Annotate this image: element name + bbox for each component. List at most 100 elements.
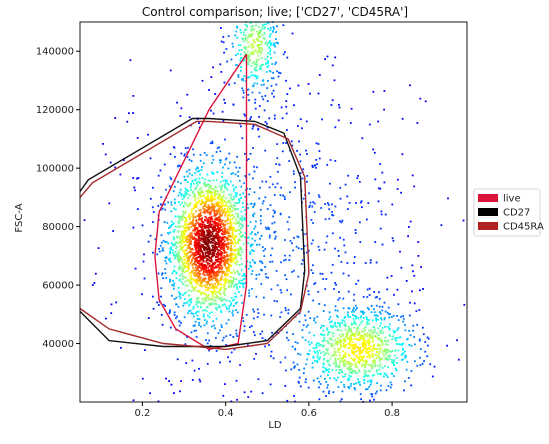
scatter-point <box>195 329 197 332</box>
scatter-point <box>189 256 191 258</box>
scatter-point <box>193 255 196 257</box>
scatter-point <box>318 344 321 347</box>
scatter-point <box>190 331 193 334</box>
scatter-point <box>152 251 154 254</box>
scatter-point <box>214 277 216 279</box>
scatter-point <box>182 304 185 307</box>
scatter-point <box>276 143 279 145</box>
scatter-point <box>215 274 217 277</box>
scatter-point <box>213 252 216 255</box>
scatter-point <box>286 220 289 223</box>
scatter-point <box>245 48 247 51</box>
scatter-point <box>180 266 183 269</box>
scatter-point <box>241 77 244 80</box>
scatter-point <box>244 37 247 40</box>
scatter-point <box>160 287 163 290</box>
scatter-point <box>273 221 276 224</box>
scatter-point <box>215 237 218 240</box>
scatter-point <box>202 259 205 262</box>
scatter-point <box>251 46 254 49</box>
scatter-point <box>237 252 239 255</box>
scatter-point <box>195 269 198 272</box>
scatter-point <box>373 291 375 293</box>
scatter-point <box>254 49 257 52</box>
scatter-point <box>215 230 217 232</box>
scatter-point <box>185 239 188 241</box>
scatter-point <box>297 125 299 127</box>
scatter-point <box>208 349 210 352</box>
scatter-point <box>343 337 345 340</box>
scatter-point <box>335 379 338 382</box>
scatter-point <box>266 126 269 129</box>
scatter-point <box>197 192 200 195</box>
scatter-point <box>219 306 221 308</box>
scatter-point <box>215 279 217 281</box>
scatter-point <box>384 310 387 313</box>
scatter-point <box>357 317 360 320</box>
scatter-point <box>367 353 369 355</box>
scatter-point <box>201 217 203 220</box>
scatter-point <box>256 44 259 47</box>
scatter-point <box>258 26 260 28</box>
scatter-point <box>322 310 325 312</box>
scatter-point <box>170 220 173 223</box>
scatter-point <box>404 380 406 383</box>
scatter-point <box>253 310 255 313</box>
scatter-point <box>242 38 245 40</box>
scatter-point <box>238 201 240 204</box>
scatter-point <box>248 267 250 270</box>
scatter-point <box>426 336 429 339</box>
scatter-point <box>338 291 340 293</box>
scatter-point <box>238 251 240 254</box>
scatter-point <box>234 250 236 252</box>
scatter-point <box>239 218 242 220</box>
scatter-point <box>209 210 212 213</box>
scatter-point <box>354 345 356 348</box>
scatter-point <box>221 200 223 203</box>
scatter-point <box>216 228 218 230</box>
scatter-point <box>152 221 154 223</box>
scatter-point <box>201 225 204 228</box>
scatter-point <box>179 297 182 300</box>
scatter-point <box>243 274 246 277</box>
scatter-point <box>218 288 221 291</box>
scatter-point <box>410 370 413 372</box>
scatter-point <box>196 305 199 308</box>
scatter-point <box>220 277 223 280</box>
scatter-point <box>173 314 176 316</box>
scatter-point <box>243 329 246 332</box>
scatter-point <box>177 253 179 256</box>
scatter-point <box>189 216 192 219</box>
scatter-point <box>346 333 349 336</box>
scatter-point <box>219 271 222 273</box>
scatter-point <box>334 343 337 345</box>
scatter-point <box>221 212 224 215</box>
scatter-point <box>247 61 250 64</box>
scatter-point <box>343 320 346 323</box>
scatter-point <box>177 231 180 233</box>
scatter-point <box>208 251 211 254</box>
scatter-point <box>401 353 404 355</box>
scatter-point <box>378 291 380 294</box>
scatter-point <box>244 236 246 239</box>
scatter-point <box>368 370 371 373</box>
scatter-point <box>198 246 201 249</box>
scatter-point <box>235 329 238 332</box>
scatter-point <box>330 337 332 340</box>
scatter-point <box>205 284 208 286</box>
scatter-point <box>396 328 399 331</box>
scatter-point <box>189 189 192 191</box>
scatter-point <box>186 226 189 229</box>
scatter-point <box>356 356 358 359</box>
scatter-point <box>180 246 182 249</box>
scatter-point <box>374 364 377 366</box>
scatter-point <box>262 37 265 39</box>
scatter-point <box>168 380 170 382</box>
scatter-point <box>238 222 241 225</box>
scatter-point <box>195 220 198 223</box>
scatter-point <box>220 226 223 228</box>
scatter-point <box>379 389 382 392</box>
scatter-point <box>332 332 335 335</box>
scatter-point <box>173 311 176 314</box>
scatter-point <box>173 243 176 245</box>
